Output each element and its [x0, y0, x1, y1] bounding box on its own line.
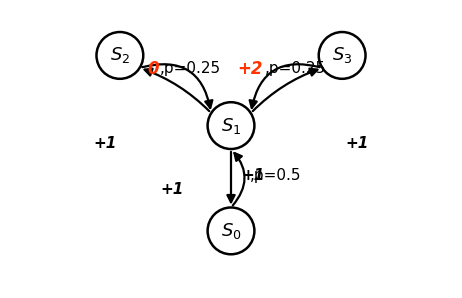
- Text: $S_1$: $S_1$: [221, 116, 241, 136]
- Text: $S_3$: $S_3$: [332, 45, 353, 66]
- Circle shape: [97, 32, 143, 79]
- Circle shape: [207, 102, 255, 149]
- Text: $S_2$: $S_2$: [110, 45, 130, 66]
- Text: +1: +1: [241, 168, 265, 183]
- Circle shape: [207, 207, 255, 254]
- Text: +2: +2: [237, 60, 263, 77]
- Text: ,p=0.5: ,p=0.5: [250, 168, 302, 183]
- Text: +1: +1: [94, 136, 117, 151]
- Text: +1: +1: [345, 136, 368, 151]
- Text: ,p=0.25: ,p=0.25: [265, 61, 326, 76]
- Text: +1: +1: [161, 182, 184, 198]
- Text: 0: 0: [148, 60, 159, 77]
- Circle shape: [319, 32, 365, 79]
- Text: ,p=0.25: ,p=0.25: [160, 61, 221, 76]
- Text: $S_0$: $S_0$: [221, 221, 241, 241]
